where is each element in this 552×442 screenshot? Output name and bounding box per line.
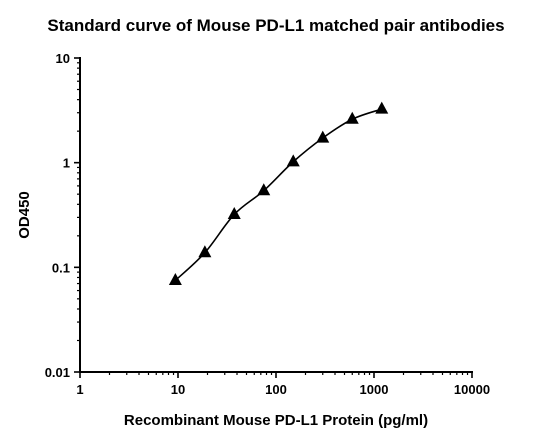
x-axis-label: Recombinant Mouse PD-L1 Protein (pg/ml) — [124, 412, 428, 429]
data-points — [168, 101, 389, 285]
data-point-marker — [168, 272, 182, 285]
data-point-marker — [227, 207, 241, 220]
y-axis-label: OD450 — [16, 191, 33, 239]
y-tick-label: 1 — [63, 156, 70, 171]
x-tick-label: 1 — [76, 382, 83, 397]
data-point-marker — [257, 183, 271, 196]
y-tick-label: 0.1 — [52, 260, 70, 275]
x-tick-label: 100 — [265, 382, 287, 397]
data-point-marker — [198, 245, 212, 258]
x-tick-label: 10 — [171, 382, 185, 397]
y-tick-label: 0.01 — [45, 365, 70, 380]
x-tick-label: 1000 — [360, 382, 389, 397]
chart-title: Standard curve of Mouse PD-L1 matched pa… — [47, 16, 504, 35]
data-point-marker — [375, 101, 389, 114]
data-point-marker — [316, 130, 330, 143]
data-point-marker — [345, 111, 359, 124]
data-point-marker — [286, 154, 300, 167]
x-tick-label: 10000 — [454, 382, 490, 397]
x-axis-ticks: 1 10 100 1000 10000 — [76, 372, 490, 397]
y-tick-label: 10 — [56, 51, 70, 66]
y-axis-ticks: 0.01 0.1 1 10 — [45, 51, 80, 380]
